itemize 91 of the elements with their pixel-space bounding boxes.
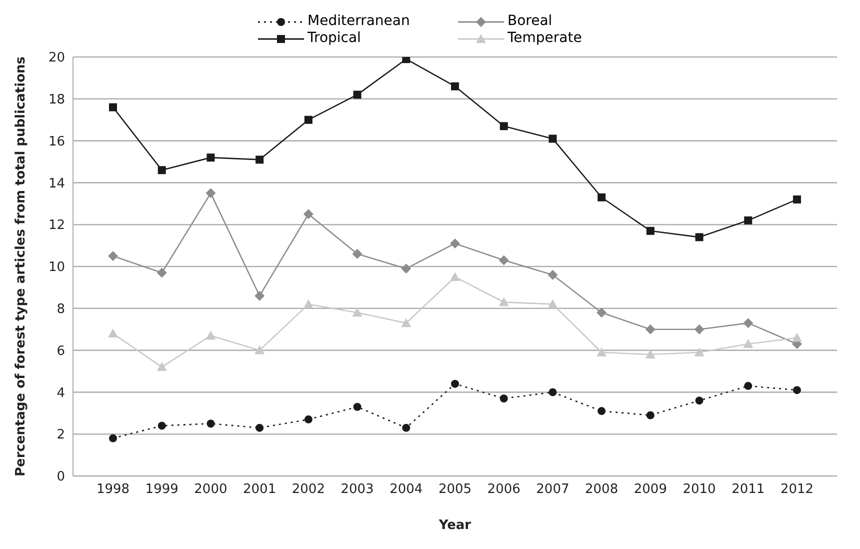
y-tick-label: 16 (48, 134, 65, 150)
y-tick-label: 18 (48, 92, 65, 108)
point (598, 407, 606, 416)
point (156, 362, 167, 372)
point (645, 349, 656, 358)
y-axis-title: Percentage of forest type articles from total publications (14, 56, 29, 477)
point (743, 318, 754, 328)
point (353, 402, 362, 411)
y-tick-label: 4 (56, 386, 65, 401)
point (450, 272, 460, 281)
point (206, 330, 216, 340)
x-tick-label: 2001 (243, 482, 276, 498)
point (352, 308, 362, 317)
x-tick-label: 1999 (145, 482, 178, 498)
point (303, 299, 314, 308)
x-tick-label: 1998 (96, 482, 130, 498)
point (548, 299, 558, 308)
x-tick-label: 2003 (340, 482, 374, 498)
point (206, 188, 216, 198)
legend-label: Boreal (508, 13, 552, 30)
point (256, 156, 264, 164)
point (792, 332, 802, 342)
legend-label: Mediterranean (308, 13, 410, 30)
point (548, 134, 557, 143)
point (156, 268, 167, 278)
point (450, 238, 460, 248)
x-tick-label: 2000 (194, 482, 228, 498)
point (498, 297, 509, 306)
point (352, 248, 362, 259)
point (304, 116, 312, 124)
point (256, 424, 264, 432)
y-tick-label: 12 (48, 218, 65, 234)
point (744, 382, 752, 390)
point (401, 264, 412, 274)
point (451, 82, 459, 90)
point (353, 90, 362, 99)
point (206, 154, 215, 162)
point (694, 347, 704, 356)
point (500, 122, 508, 130)
x-tick-label: 2011 (732, 482, 765, 498)
x-tick-label: 2012 (780, 482, 814, 498)
legend-label: Temperate (508, 30, 582, 47)
point (303, 209, 314, 220)
point (402, 424, 410, 432)
point (598, 193, 606, 202)
point (109, 103, 117, 112)
point (254, 345, 265, 354)
point (694, 324, 704, 334)
point (108, 251, 118, 262)
point (743, 339, 754, 348)
legend-label: Tropical (308, 30, 361, 47)
y-tick-label: 6 (56, 344, 65, 359)
point (793, 386, 801, 394)
point (744, 216, 752, 224)
point (646, 411, 654, 420)
y-tick-label: 14 (48, 176, 65, 192)
point (158, 166, 166, 174)
point (402, 57, 410, 64)
point (304, 415, 312, 424)
point (498, 255, 509, 266)
x-tick-label: 2007 (536, 482, 570, 498)
point (695, 396, 704, 405)
point (158, 422, 166, 430)
point (500, 394, 508, 402)
x-tick-label: 2010 (682, 482, 716, 498)
x-tick-label: 2009 (634, 482, 667, 498)
point (695, 233, 704, 242)
x-tick-label: 2008 (585, 482, 618, 498)
point (254, 290, 265, 301)
x-tick-label: 2004 (390, 482, 423, 498)
point (645, 324, 656, 334)
y-tick-label: 8 (56, 302, 65, 318)
y-tick-label: 0 (56, 470, 65, 485)
x-tick-label: 2005 (438, 482, 472, 498)
point (109, 434, 117, 442)
y-tick-label: 20 (48, 50, 65, 66)
point (548, 388, 557, 396)
point (596, 308, 607, 318)
point (646, 226, 654, 235)
x-axis-title: Year (438, 518, 472, 533)
x-tick-label: 2006 (487, 482, 520, 498)
point (401, 318, 412, 328)
y-tick-label: 2 (56, 428, 65, 443)
point (451, 380, 459, 388)
point (793, 195, 801, 204)
y-tick-label: 10 (48, 260, 65, 276)
point (548, 270, 558, 280)
point (108, 328, 118, 338)
x-tick-label: 2002 (292, 482, 325, 498)
point (206, 420, 215, 428)
point (596, 347, 607, 356)
